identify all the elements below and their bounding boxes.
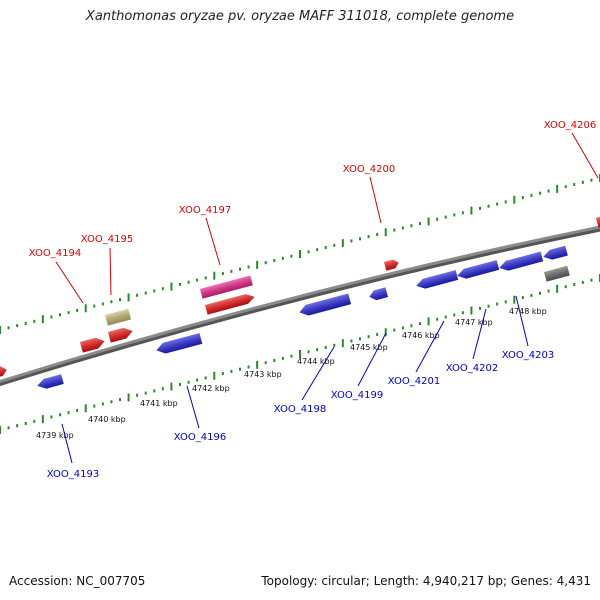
upper-tick-track (0, 174, 600, 334)
gene-arrow-shade (108, 327, 133, 343)
gene-leader-line (61, 423, 73, 464)
gene-leader-line (186, 385, 200, 429)
gene-label-xoo-4202: XOO_4202 (446, 363, 498, 374)
backbone-line (0, 225, 600, 384)
gene-arrow-shade (299, 293, 352, 316)
gene-label-xoo-4200: XOO_4200 (343, 164, 395, 175)
lower-tick-track (0, 274, 600, 434)
gene-arrow-top (200, 270, 254, 289)
gene-arrow-xoo-4200 (384, 253, 401, 271)
gene-arrow-shade (543, 245, 568, 260)
gene-leader-line (571, 132, 599, 179)
gene-label-xoo-4203: XOO_4203 (502, 350, 554, 361)
gene-arrow-shade (37, 374, 64, 389)
gene-arrow-top (108, 320, 135, 332)
gene-leader-line (369, 176, 382, 224)
gene-leader-line (357, 332, 387, 387)
gene-arrow-top (456, 255, 500, 271)
gene-arrow-top (298, 288, 352, 307)
gene-label-xoo-4193: XOO_4193 (47, 469, 99, 480)
gene-arrow-shade (0, 366, 7, 379)
gene-arrow-top (155, 328, 203, 345)
gene-arrow-xoo-4198 (298, 288, 352, 316)
gene-arrow-shade (416, 270, 459, 289)
scale-tick-label: 4741 kbp (140, 399, 178, 408)
map-title: Xanthomonas oryzae pv. oryzae MAFF 31101… (85, 9, 515, 24)
gene-arrow-xoo-4197b (205, 287, 257, 315)
gene-arrow-top (205, 287, 257, 305)
gene-arrow-xoo-4195 (105, 303, 132, 326)
gene-leader-line (301, 346, 335, 401)
gene-arrow-top (368, 282, 389, 292)
gene-label-xoo-4197: XOO_4197 (179, 205, 231, 216)
backbone (0, 225, 600, 387)
gene-label-xoo-4195: XOO_4195 (81, 234, 133, 245)
gene-label-xoo-4196: XOO_4196 (174, 432, 226, 443)
gene-arrow-left-edge (0, 359, 9, 379)
gene-arrow-shade (205, 294, 255, 315)
gene-arrow-shade (156, 333, 203, 354)
scale-tick-label: 4744 kbp (297, 357, 335, 366)
gene-arrow-top (544, 260, 571, 272)
gene-arrow-right (542, 240, 569, 260)
scale-tick-label: 4743 kbp (244, 370, 282, 379)
scale-tick-label: 4742 kbp (192, 384, 230, 393)
gene-arrow-shade (80, 337, 105, 353)
gene-arrow-xoo-4195b (108, 320, 135, 343)
gene-arrow-shade (384, 259, 399, 271)
backbone-shadow (0, 226, 600, 387)
gene-leader-line (55, 261, 84, 304)
gene-arrow-top (0, 359, 9, 369)
scale-tick-label: 4747 kbp (455, 318, 493, 327)
gene-arrow-top (384, 253, 401, 262)
scale-tick-label: 4746 kbp (402, 331, 440, 340)
gene-arrow-top (105, 303, 132, 315)
gene-label-xoo-4199: XOO_4199 (331, 390, 383, 401)
gene-arrow-xoo-4194 (80, 330, 107, 353)
gene-label-xoo-4198: XOO_4198 (274, 404, 326, 415)
gene-leader-line (109, 247, 112, 296)
scale-tick-label: 4745 kbp (350, 343, 388, 352)
scale-tick-label: 4740 kbp (88, 415, 126, 424)
gene-arrow-top (498, 246, 544, 263)
gene-arrow-top (80, 330, 107, 342)
gene-arrow-shade (457, 260, 500, 279)
scale-tick-label: 4739 kbp (36, 431, 74, 440)
gene-arrow-xoo-4203 (498, 246, 544, 271)
gene-arrow-top (36, 369, 64, 381)
gene-arrow-xoo-4202 (456, 255, 500, 279)
gene-label-xoo-4194: XOO_4194 (29, 248, 81, 259)
gene-arrow-shade (105, 308, 132, 326)
gene-leader-line (472, 308, 487, 360)
gene-arrow-shade (369, 287, 388, 301)
gene-arrow-top (415, 265, 459, 281)
gene-arrow-shade (499, 251, 544, 271)
accession-text: Accession: NC_007705 (9, 574, 146, 588)
gene-label-xoo-4201: XOO_4201 (388, 376, 440, 387)
gene-arrow-shade (200, 275, 253, 299)
gene-arrow-xoo-4201 (415, 265, 459, 289)
gene-arrow-shade (544, 265, 570, 282)
gene-arrow-top (596, 209, 600, 218)
gene-arrow-xoo-4199 (368, 282, 389, 301)
gene-label-xoo-4206: XOO_4206 (544, 120, 596, 131)
scale-tick-label: 4748 kbp (509, 307, 547, 316)
gene-arrow-xoo-4196 (155, 328, 203, 354)
gene-arrow-xoo-4206 (596, 209, 600, 228)
gene-leader-line (205, 217, 221, 266)
genome-summary-text: Topology: circular; Length: 4,940,217 bp… (261, 574, 591, 588)
gene-leader-line (415, 320, 445, 373)
gene-arrow-xoo-4193 (36, 369, 64, 389)
gene-arrow-grey (544, 260, 571, 282)
gene-leader-line (515, 295, 529, 347)
gene-arrow-xoo-4197 (200, 270, 254, 299)
gene-arrow-top (542, 240, 569, 252)
